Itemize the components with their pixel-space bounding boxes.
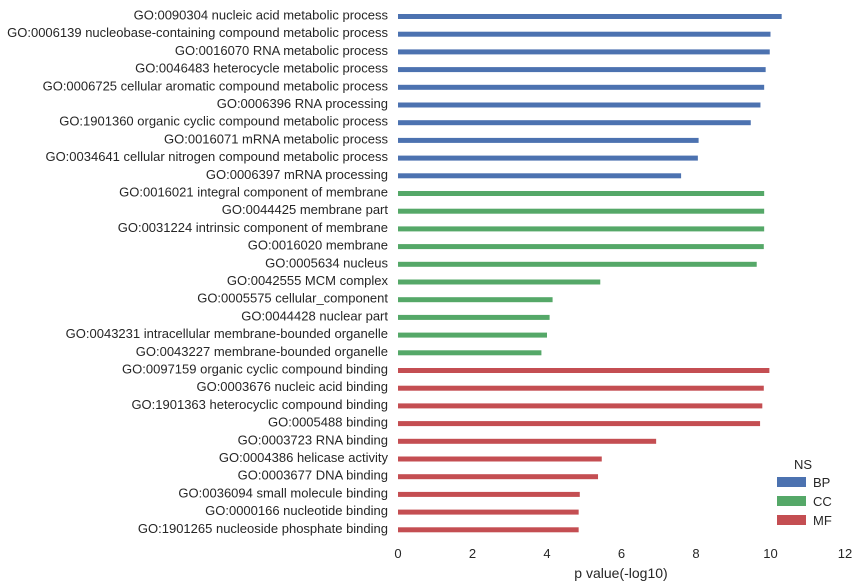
x-tick-label: 8 xyxy=(692,546,699,561)
category-label: GO:0003677 DNA binding xyxy=(238,468,388,483)
category-label: GO:0036094 small molecule binding xyxy=(178,485,388,500)
category-label: GO:0005634 nucleus xyxy=(265,255,388,270)
x-tick-label: 2 xyxy=(469,546,476,561)
bar xyxy=(398,208,765,214)
category-label: GO:0044425 membrane part xyxy=(222,202,389,217)
bar xyxy=(398,244,764,250)
bar xyxy=(398,314,550,320)
bar xyxy=(398,102,761,108)
legend-swatch xyxy=(777,515,806,525)
bar xyxy=(398,155,698,161)
category-label: GO:0034641 cellular nitrogen compound me… xyxy=(45,149,388,164)
x-tick-label: 0 xyxy=(394,546,401,561)
bar xyxy=(398,368,770,373)
category-label: GO:0016021 integral component of membran… xyxy=(119,185,388,200)
category-label: GO:0004386 helicase activity xyxy=(219,450,389,465)
bar xyxy=(398,385,764,391)
bar xyxy=(398,173,682,179)
bar xyxy=(398,120,751,126)
legend-title: NS xyxy=(794,457,812,472)
x-tick-label: 6 xyxy=(618,546,625,561)
category-label: GO:0043231 intracellular membrane-bounde… xyxy=(66,326,388,341)
category-label: GO:0042555 MCM complex xyxy=(227,273,389,288)
category-label: GO:0016020 membrane xyxy=(248,238,388,253)
bar xyxy=(398,332,547,338)
legend-label: BP xyxy=(813,475,830,490)
bar xyxy=(398,261,757,267)
bar xyxy=(398,421,761,427)
category-label: GO:0046483 heterocycle metabolic process xyxy=(135,61,388,76)
bar xyxy=(398,403,763,409)
category-label: GO:0043227 membrane-bounded organelle xyxy=(136,344,388,359)
bar xyxy=(398,456,602,462)
category-label: GO:0031224 intrinsic component of membra… xyxy=(118,220,388,235)
bar xyxy=(398,226,765,232)
x-tick-label: 10 xyxy=(763,546,777,561)
category-label: GO:0000166 nucleotide binding xyxy=(205,503,388,518)
category-label: GO:0006139 nucleobase-containing compoun… xyxy=(7,25,388,40)
x-tick-label: 12 xyxy=(838,546,852,561)
bar xyxy=(398,49,770,55)
category-label: GO:1901265 nucleoside phosphate binding xyxy=(138,521,388,536)
bar xyxy=(398,509,579,515)
category-label: GO:0090304 nucleic acid metabolic proces… xyxy=(134,8,389,23)
bar xyxy=(398,31,771,37)
legend-swatch xyxy=(777,496,806,506)
bar xyxy=(398,137,699,143)
bar xyxy=(398,491,580,497)
x-axis-title: p value(-log10) xyxy=(574,565,667,581)
category-label: GO:0003676 nucleic acid binding xyxy=(196,379,388,394)
legend-swatch xyxy=(777,477,806,487)
category-label: GO:0006396 RNA processing xyxy=(217,96,388,111)
bars-group xyxy=(398,14,782,533)
category-label: GO:0097159 organic cyclic compound bindi… xyxy=(122,362,388,377)
bar xyxy=(398,191,765,196)
legend-label: MF xyxy=(813,513,832,528)
category-label: GO:0016070 RNA metabolic process xyxy=(175,43,389,58)
legend-label: CC xyxy=(813,494,832,509)
category-label: GO:1901360 organic cyclic compound metab… xyxy=(59,114,388,129)
bar xyxy=(398,350,542,356)
category-label: GO:0006725 cellular aromatic compound me… xyxy=(43,78,389,93)
bar xyxy=(398,474,599,480)
bar xyxy=(398,297,553,303)
x-tick-labels: 0 2 4 6 8 10 12 xyxy=(394,546,852,561)
category-label: GO:0005488 binding xyxy=(268,415,388,430)
bar xyxy=(398,279,601,285)
category-label: GO:0005575 cellular_component xyxy=(197,291,388,306)
bar xyxy=(398,527,579,533)
legend-entries: BP CC MF xyxy=(777,475,832,528)
x-tick-label: 4 xyxy=(543,546,550,561)
category-label: GO:0006397 mRNA processing xyxy=(206,167,388,182)
legend: NS BP CC MF xyxy=(777,457,832,528)
category-label: GO:1901363 heterocyclic compound binding xyxy=(131,397,388,412)
bar xyxy=(398,67,766,73)
category-label: GO:0003723 RNA binding xyxy=(238,432,388,447)
category-label: GO:0016071 mRNA metabolic process xyxy=(164,131,388,146)
bar xyxy=(398,84,765,90)
category-labels: GO:0090304 nucleic acid metabolic proces… xyxy=(7,8,388,536)
category-label: GO:0044428 nuclear part xyxy=(241,308,388,323)
bar xyxy=(398,14,782,19)
bar xyxy=(398,438,657,444)
